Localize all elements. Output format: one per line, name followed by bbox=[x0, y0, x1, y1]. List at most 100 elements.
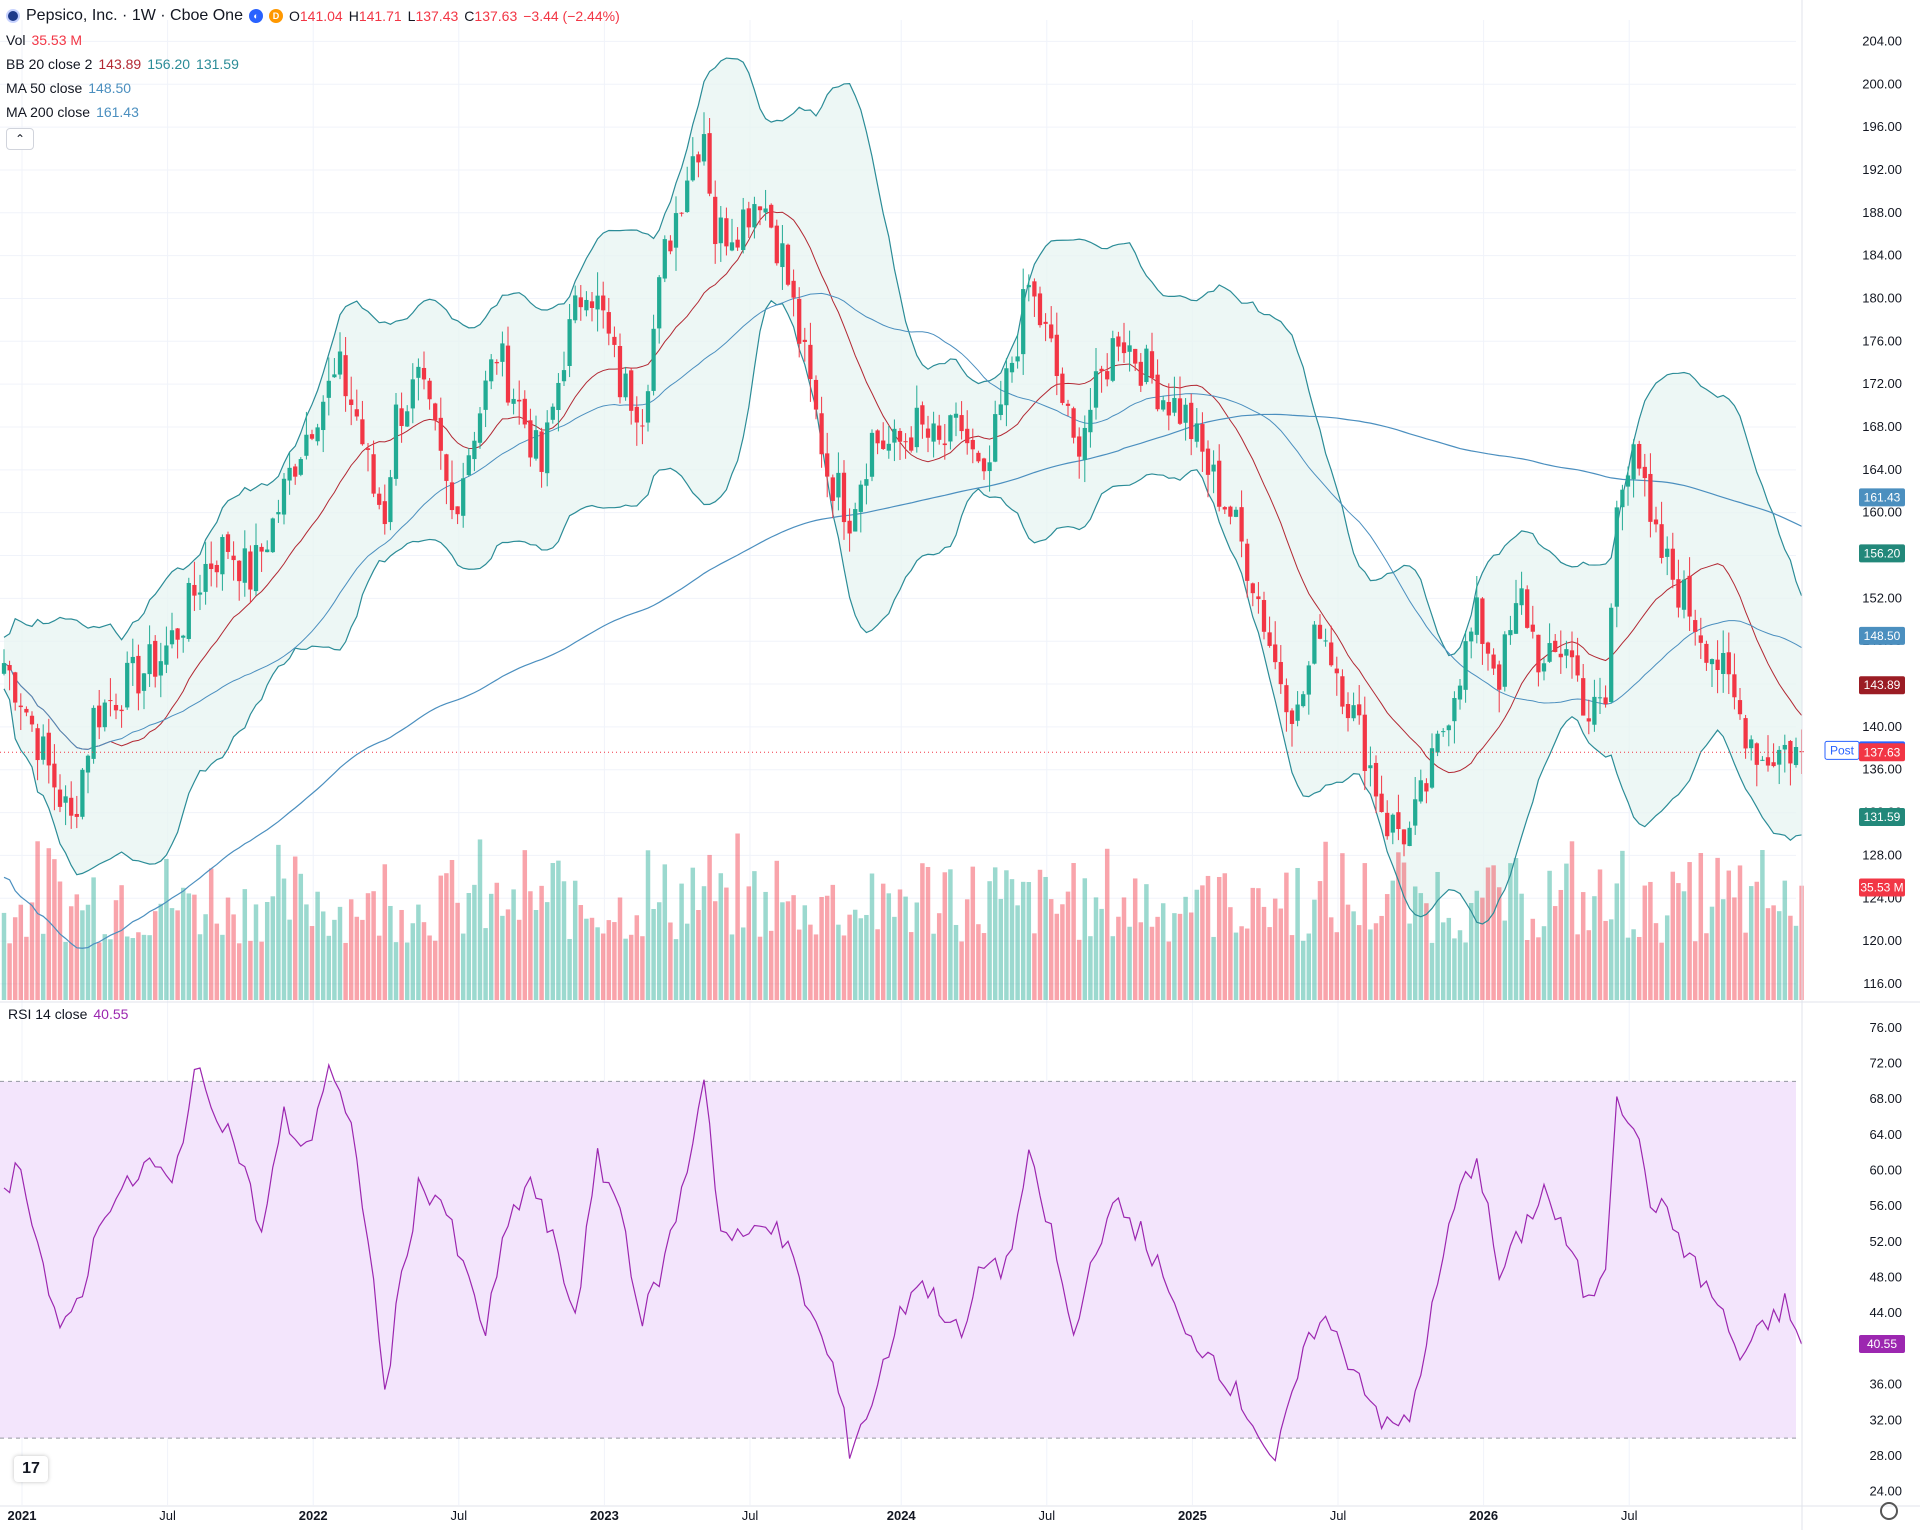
volume-bar bbox=[998, 898, 1004, 1000]
volume-bar bbox=[1541, 926, 1547, 1000]
candle-body bbox=[892, 428, 897, 443]
volume-bar bbox=[427, 935, 432, 1000]
volume-bar bbox=[85, 904, 91, 1000]
ma200-value: 161.43 bbox=[96, 104, 139, 120]
price-tick-label: 152.00 bbox=[1862, 590, 1902, 605]
gear-icon[interactable] bbox=[1880, 1502, 1898, 1520]
volume-bar bbox=[1508, 863, 1513, 1000]
candle-body bbox=[365, 448, 371, 450]
candle-body bbox=[85, 755, 91, 773]
candle-body bbox=[220, 537, 225, 575]
price-tick-label: 188.00 bbox=[1862, 205, 1902, 220]
ma50-line bbox=[3, 292, 1802, 750]
candle-body bbox=[970, 439, 975, 450]
candle-body bbox=[545, 422, 550, 474]
candle-body bbox=[1777, 749, 1782, 765]
candle-body bbox=[1782, 744, 1787, 750]
price-tag-bg bbox=[1859, 544, 1905, 563]
candle-body bbox=[858, 484, 863, 512]
volume-bar bbox=[1485, 867, 1491, 1000]
volume-bar bbox=[203, 914, 208, 1000]
volume-label: Vol bbox=[6, 32, 26, 48]
volume-bar bbox=[847, 914, 852, 1000]
candle-body bbox=[1161, 400, 1166, 410]
candle-body bbox=[1138, 361, 1143, 386]
candle-body bbox=[595, 295, 600, 310]
volume-bar bbox=[12, 917, 18, 1000]
candle-body bbox=[1345, 704, 1351, 719]
candle-body bbox=[1429, 748, 1435, 788]
symbol-row[interactable]: Pepsico, Inc. · 1W · Cboe One ◐ D O141.0… bbox=[6, 4, 620, 28]
candle-body bbox=[679, 212, 684, 214]
candle-body bbox=[757, 206, 763, 211]
candle-body bbox=[472, 440, 477, 460]
candle-body bbox=[63, 796, 68, 803]
time-tick-label: Jul bbox=[1038, 1508, 1055, 1523]
tradingview-logo-icon[interactable]: 17 bbox=[14, 1456, 48, 1482]
candle-body bbox=[1754, 743, 1759, 765]
volume-bar bbox=[242, 889, 248, 1000]
time-tick-label: Jul bbox=[159, 1508, 176, 1523]
volume-bar bbox=[1776, 911, 1782, 1000]
candle-body bbox=[1625, 475, 1631, 487]
candle-body bbox=[69, 797, 74, 816]
candle-body bbox=[886, 443, 891, 451]
volume-bar bbox=[992, 867, 998, 1000]
volume-bar bbox=[1782, 880, 1788, 1000]
volume-bar bbox=[612, 922, 617, 1000]
bb-legend-row[interactable]: BB 20 close 2 143.89 156.20 131.59 bbox=[6, 52, 620, 76]
candle-body bbox=[1323, 640, 1328, 642]
candle-body bbox=[270, 518, 275, 553]
volume-bar bbox=[1233, 932, 1239, 1000]
ma200-line bbox=[3, 413, 1802, 949]
bb-mid-value: 143.89 bbox=[98, 56, 142, 72]
candle-body bbox=[1726, 652, 1731, 675]
price-tag-label: 137.63 bbox=[1864, 745, 1901, 759]
volume-bar bbox=[1748, 886, 1754, 1000]
volume-bar bbox=[1116, 916, 1121, 1000]
volume-bar bbox=[1709, 906, 1715, 1000]
volume-bar bbox=[315, 891, 320, 1000]
candle-body bbox=[13, 672, 18, 703]
volume-bar bbox=[1020, 881, 1026, 1000]
candle-body bbox=[701, 134, 707, 162]
candle-body bbox=[1093, 371, 1099, 408]
volume-bar bbox=[830, 884, 836, 1000]
ma50-legend-row[interactable]: MA 50 close 148.50 bbox=[6, 76, 620, 100]
price-tag-label: 161.43 bbox=[1864, 490, 1901, 504]
candle-body bbox=[729, 242, 735, 251]
volume-bar bbox=[382, 864, 388, 1000]
candle-body bbox=[1043, 321, 1048, 324]
volume-bar bbox=[472, 884, 477, 1000]
volume-bar bbox=[908, 932, 914, 1000]
volume-bar bbox=[102, 934, 108, 1000]
candle-body bbox=[1732, 674, 1737, 698]
volume-bar bbox=[1166, 941, 1172, 1000]
volume-bar bbox=[1250, 887, 1256, 1000]
volume-bar bbox=[220, 934, 225, 1000]
volume-bar bbox=[1575, 934, 1580, 1000]
bb-upper-line bbox=[3, 57, 1803, 657]
volume-legend-row[interactable]: Vol 35.53 M bbox=[6, 28, 620, 52]
volume-bar bbox=[1519, 893, 1524, 1000]
volume-bar bbox=[208, 868, 214, 1000]
candle-body bbox=[813, 379, 819, 410]
collapse-legend-button[interactable]: ⌃ bbox=[6, 128, 34, 150]
volume-bar bbox=[964, 899, 970, 1000]
volume-bar bbox=[1564, 863, 1569, 1000]
volume-bar bbox=[1530, 918, 1536, 1000]
rsi-legend[interactable]: RSI 14 close 40.55 bbox=[8, 1006, 128, 1022]
volume-bar bbox=[1491, 865, 1496, 1000]
candle-body bbox=[1340, 676, 1345, 707]
symbol-title[interactable]: Pepsico, Inc. · 1W · Cboe One bbox=[26, 7, 243, 24]
volume-bar bbox=[1239, 926, 1244, 1000]
candle-body bbox=[1474, 597, 1479, 635]
candle-body bbox=[1737, 700, 1743, 715]
ma200-legend-row[interactable]: MA 200 close 161.43 bbox=[6, 100, 620, 124]
price-tag: 148.50 bbox=[1859, 626, 1905, 645]
volume-bar bbox=[164, 858, 169, 1000]
volume-bar bbox=[740, 927, 746, 1000]
rsi-value: 40.55 bbox=[93, 1006, 129, 1022]
volume-bar bbox=[1317, 881, 1323, 1000]
